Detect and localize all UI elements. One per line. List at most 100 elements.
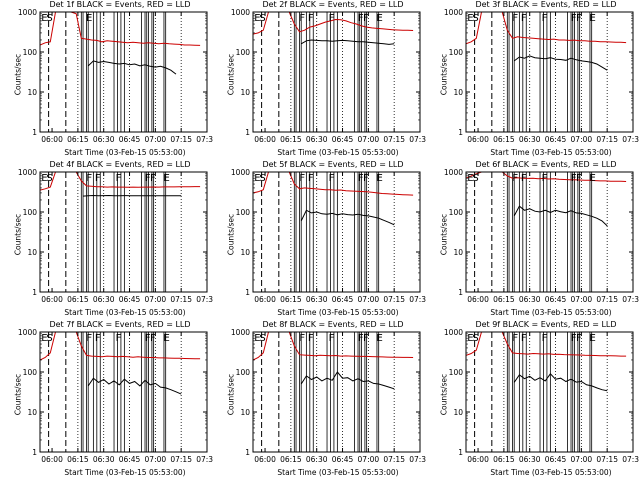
panel-title: Det 3f BLACK = Events, RED = LLD bbox=[475, 0, 617, 9]
detector-panel-9: Det 9f BLACK = Events, RED = LLD Start Ti… bbox=[426, 320, 640, 480]
x-tick-label: 06:15 bbox=[493, 455, 515, 464]
lld-series-line bbox=[253, 172, 414, 196]
segment-marker-label: F bbox=[521, 333, 527, 344]
detector-panel-6: Det 6f BLACK = Events, RED = LLD Start Ti… bbox=[426, 160, 640, 320]
segment-marker-label: E bbox=[254, 173, 260, 184]
segment-marker-label: F bbox=[521, 13, 527, 24]
y-tick-label: 1000 bbox=[231, 168, 250, 177]
y-tick-label: 100 bbox=[23, 48, 38, 57]
x-tick-label: 06:00 bbox=[467, 135, 489, 144]
x-tick-label: 06:45 bbox=[119, 295, 141, 304]
segment-marker-label: E bbox=[254, 333, 260, 344]
segment-marker-label: S bbox=[472, 13, 478, 24]
segment-marker-label: F bbox=[116, 333, 122, 344]
x-tick-label: 06:30 bbox=[93, 295, 115, 304]
y-tick-label: 1 bbox=[458, 128, 463, 137]
panel-title: Det 6f BLACK = Events, RED = LLD bbox=[475, 160, 617, 169]
x-axis-label: Start Time (03-Feb-15 05:53:00) bbox=[64, 308, 186, 317]
y-tick-label: 100 bbox=[236, 208, 251, 217]
y-tick-label: 100 bbox=[449, 208, 464, 217]
x-tick-label: 06:15 bbox=[67, 295, 89, 304]
events-series-line bbox=[513, 205, 608, 227]
axes-frame bbox=[252, 171, 421, 293]
segment-marker-label: F bbox=[329, 333, 335, 344]
x-tick-label: 06:30 bbox=[93, 455, 115, 464]
segment-marker-label: F bbox=[542, 333, 548, 344]
x-tick-label: 06:30 bbox=[306, 295, 328, 304]
y-tick-label: 10 bbox=[240, 248, 250, 257]
x-tick-label: 06:45 bbox=[332, 455, 354, 464]
segment-marker-label: F bbox=[358, 173, 364, 184]
segment-marker-label: F bbox=[576, 173, 582, 184]
segment-marker-label: E bbox=[590, 13, 596, 24]
panel-title: Det 9f BLACK = Events, RED = LLD bbox=[475, 320, 617, 329]
segment-marker-label: F bbox=[308, 13, 314, 24]
x-tick-label: 06:30 bbox=[519, 455, 541, 464]
panel-title: Det 7f BLACK = Events, RED = LLD bbox=[49, 320, 191, 329]
axes-frame bbox=[252, 331, 421, 453]
segment-marker-label: E bbox=[467, 173, 473, 184]
segment-marker-label: F bbox=[363, 333, 369, 344]
y-tick-label: 1000 bbox=[231, 328, 250, 337]
segment-marker-label: F bbox=[521, 173, 527, 184]
x-tick-label: 07:00 bbox=[571, 135, 593, 144]
segment-marker-label: F bbox=[358, 333, 364, 344]
plot-area: 1 10 100 1000 06:00 06:15 06:30 06:45 07:00 07:15… bbox=[231, 328, 426, 464]
y-tick-label: 1000 bbox=[444, 168, 463, 177]
x-tick-label: 07:15 bbox=[596, 455, 618, 464]
events-series-line bbox=[300, 371, 395, 390]
x-tick-label: 07:15 bbox=[596, 135, 618, 144]
segment-marker-label: F bbox=[576, 13, 582, 24]
axes-frame bbox=[252, 11, 421, 133]
segment-marker-label: F bbox=[512, 173, 518, 184]
lld-series-line bbox=[466, 172, 627, 182]
x-tick-label: 06:45 bbox=[332, 135, 354, 144]
y-tick-label: 10 bbox=[453, 408, 463, 417]
x-tick-label: 07:00 bbox=[358, 455, 380, 464]
plot-area: 1 10 100 1000 06:00 06:15 06:30 06:45 07:00 07:15… bbox=[231, 168, 426, 304]
segment-marker-label: F bbox=[308, 333, 314, 344]
x-tick-label: 06:15 bbox=[67, 455, 89, 464]
panel-title: Det 1f BLACK = Events, RED = LLD bbox=[49, 0, 191, 9]
lld-series-line bbox=[466, 332, 627, 357]
x-axis-label: Start Time (03-Feb-15 05:53:00) bbox=[277, 468, 399, 477]
lld-series-line bbox=[253, 332, 414, 361]
segment-marker-label: S bbox=[472, 173, 478, 184]
plot-area: 1 10 100 1000 06:00 06:15 06:30 06:45 07:00 07:15… bbox=[18, 168, 213, 304]
y-tick-label: 1000 bbox=[231, 8, 250, 17]
x-tick-label: 06:45 bbox=[332, 295, 354, 304]
segment-marker-label: E bbox=[164, 173, 170, 184]
segment-marker-label: E bbox=[467, 13, 473, 24]
y-tick-label: 1 bbox=[32, 128, 37, 137]
y-tick-label: 1 bbox=[32, 288, 37, 297]
axes-frame bbox=[39, 11, 208, 133]
events-series-line bbox=[300, 209, 395, 226]
plot-area: 1 10 100 1000 06:00 06:15 06:30 06:45 07:00 07:15… bbox=[18, 8, 213, 144]
y-tick-label: 100 bbox=[236, 368, 251, 377]
x-tick-label: 06:00 bbox=[41, 295, 63, 304]
segment-marker-label: F bbox=[329, 173, 335, 184]
axes-frame bbox=[39, 331, 208, 453]
x-tick-label: 06:45 bbox=[119, 135, 141, 144]
x-tick-label: 07:30 bbox=[409, 295, 426, 304]
segment-marker-label: S bbox=[259, 173, 265, 184]
x-tick-label: 07:30 bbox=[196, 135, 213, 144]
x-tick-label: 07:00 bbox=[571, 295, 593, 304]
y-tick-label: 1000 bbox=[444, 328, 463, 337]
x-tick-label: 06:00 bbox=[41, 455, 63, 464]
detector-panel-8: Det 8f BLACK = Events, RED = LLD Start Ti… bbox=[213, 320, 427, 480]
x-tick-label: 07:30 bbox=[196, 295, 213, 304]
axes-frame bbox=[39, 171, 208, 293]
segment-marker-label: E bbox=[377, 333, 383, 344]
y-tick-label: 1 bbox=[32, 448, 37, 457]
segment-marker-label: F bbox=[308, 173, 314, 184]
x-tick-label: 06:30 bbox=[93, 135, 115, 144]
x-tick-label: 07:30 bbox=[622, 135, 639, 144]
events-series-line bbox=[513, 373, 608, 392]
y-tick-label: 1 bbox=[458, 448, 463, 457]
segment-marker-label: F bbox=[145, 173, 151, 184]
segment-marker-label: S bbox=[46, 13, 52, 24]
plot-area: 1 10 100 1000 06:00 06:15 06:30 06:45 07:00 07:15… bbox=[231, 8, 426, 144]
segment-marker-label: F bbox=[363, 173, 369, 184]
